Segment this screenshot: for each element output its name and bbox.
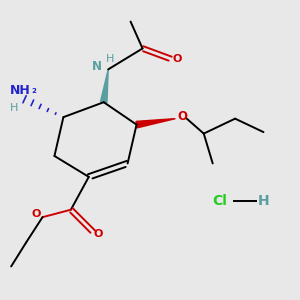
Text: O: O (172, 54, 182, 64)
Text: H: H (258, 194, 269, 208)
Polygon shape (100, 69, 108, 103)
Polygon shape (136, 118, 176, 128)
Text: H: H (10, 103, 18, 112)
Text: Cl: Cl (213, 194, 228, 208)
Text: O: O (94, 229, 103, 238)
Text: O: O (31, 209, 40, 219)
Text: O: O (177, 110, 187, 123)
Text: ₂: ₂ (32, 85, 37, 95)
Text: H: H (106, 54, 114, 64)
Text: NH: NH (10, 84, 31, 97)
Text: N: N (92, 61, 102, 74)
